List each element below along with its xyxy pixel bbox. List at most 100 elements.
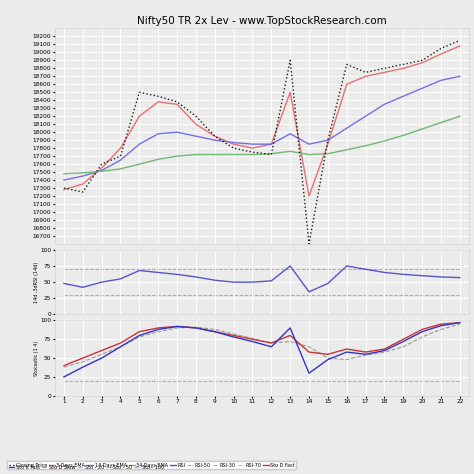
Sto K Fast	[457, 320, 463, 326]
Legend: Closing Price, 3 Days EMA, 13 Days EMA, 34 Days EMA, RSI, RSI-50, RSI-30, RSI-70: Closing Price, 3 Days EMA, 13 Days EMA, …	[7, 461, 296, 469]
Closing Price	[118, 153, 123, 159]
Sto D Slow	[438, 327, 444, 332]
Sto K Fast	[193, 325, 199, 331]
Sto D Fast	[231, 333, 237, 338]
RSI	[137, 268, 142, 273]
13 Days EMA	[137, 141, 142, 147]
Sto D Slow	[325, 355, 331, 361]
RSI	[363, 266, 368, 272]
Sto D Slow	[137, 334, 142, 340]
Closing Price	[137, 90, 142, 95]
3 Days EMA	[419, 60, 425, 65]
Closing Price	[212, 133, 218, 139]
RSI	[212, 277, 218, 283]
RSI	[118, 276, 123, 282]
Closing Price	[419, 57, 425, 63]
3 Days EMA	[382, 70, 387, 75]
Sto D Fast	[61, 363, 67, 368]
Line: 34 Days EMA: 34 Days EMA	[64, 116, 460, 173]
Sto K Fast	[401, 338, 406, 344]
3 Days EMA	[363, 73, 368, 79]
13 Days EMA	[193, 133, 199, 139]
Sto D Slow	[287, 338, 293, 344]
Closing Price	[155, 93, 161, 99]
Closing Price	[401, 62, 406, 67]
RSI	[174, 272, 180, 277]
13 Days EMA	[99, 168, 104, 173]
Legend: Sto K Fast, Sto D Slow, Sto - 20, Sto - 50, Sto - 100: Sto K Fast, Sto D Slow, Sto - 20, Sto - …	[7, 464, 165, 472]
13 Days EMA	[325, 137, 331, 143]
Sto D Fast	[212, 329, 218, 335]
34 Days EMA	[344, 147, 349, 153]
Sto K Fast	[344, 349, 349, 355]
Sto D Fast	[382, 346, 387, 352]
RSI	[325, 281, 331, 286]
3 Days EMA	[325, 141, 331, 147]
3 Days EMA	[155, 99, 161, 105]
Sto D Fast	[193, 325, 199, 331]
Closing Price	[268, 152, 274, 157]
3 Days EMA	[268, 141, 274, 147]
13 Days EMA	[212, 137, 218, 143]
Sto D Fast	[99, 348, 104, 354]
Closing Price	[99, 161, 104, 167]
3 Days EMA	[287, 90, 293, 95]
Sto D Slow	[363, 352, 368, 358]
34 Days EMA	[268, 151, 274, 156]
Sto D Fast	[287, 333, 293, 338]
Sto D Slow	[80, 359, 86, 365]
3 Days EMA	[344, 82, 349, 87]
RSI	[268, 278, 274, 283]
34 Days EMA	[99, 168, 104, 174]
Sto K Fast	[137, 333, 142, 338]
RSI	[344, 263, 349, 269]
Closing Price	[287, 57, 293, 63]
3 Days EMA	[193, 121, 199, 127]
RSI	[419, 273, 425, 279]
RSI	[382, 270, 387, 275]
Sto K Fast	[99, 355, 104, 361]
Sto K Fast	[80, 365, 86, 370]
3 Days EMA	[137, 113, 142, 119]
Closing Price	[457, 37, 463, 43]
Title: Nifty50 TR 2x Lev - www.TopStockResearch.com: Nifty50 TR 2x Lev - www.TopStockResearch…	[137, 16, 387, 26]
3 Days EMA	[61, 187, 67, 192]
Sto D Slow	[401, 344, 406, 350]
Sto D Fast	[401, 337, 406, 342]
RSI	[401, 272, 406, 277]
Sto K Fast	[61, 374, 67, 380]
13 Days EMA	[419, 85, 425, 91]
34 Days EMA	[212, 152, 218, 157]
Sto K Fast	[231, 334, 237, 340]
13 Days EMA	[287, 131, 293, 137]
Closing Price	[325, 137, 331, 143]
Sto D Fast	[438, 321, 444, 327]
Sto K Fast	[287, 325, 293, 331]
13 Days EMA	[401, 93, 406, 99]
Sto D Fast	[137, 329, 142, 335]
3 Days EMA	[212, 133, 218, 139]
RSI	[250, 279, 255, 285]
13 Days EMA	[268, 141, 274, 147]
34 Days EMA	[457, 113, 463, 119]
Sto D Slow	[193, 324, 199, 330]
Sto K Fast	[325, 357, 331, 363]
Sto K Fast	[306, 370, 312, 376]
Sto D Fast	[80, 355, 86, 361]
Line: Sto K Fast: Sto K Fast	[64, 323, 460, 377]
Line: Closing Price: Closing Price	[64, 40, 460, 244]
Sto D Fast	[118, 340, 123, 346]
Sto D Fast	[363, 349, 368, 355]
3 Days EMA	[401, 65, 406, 71]
Sto D Slow	[118, 344, 123, 350]
Sto K Fast	[155, 327, 161, 332]
Sto D Fast	[344, 346, 349, 352]
13 Days EMA	[231, 140, 237, 146]
3 Days EMA	[80, 181, 86, 187]
13 Days EMA	[344, 125, 349, 131]
Sto D Slow	[174, 325, 180, 331]
Sto D Slow	[382, 349, 387, 355]
Sto D Slow	[457, 321, 463, 327]
34 Days EMA	[325, 151, 331, 156]
Sto K Fast	[212, 329, 218, 335]
